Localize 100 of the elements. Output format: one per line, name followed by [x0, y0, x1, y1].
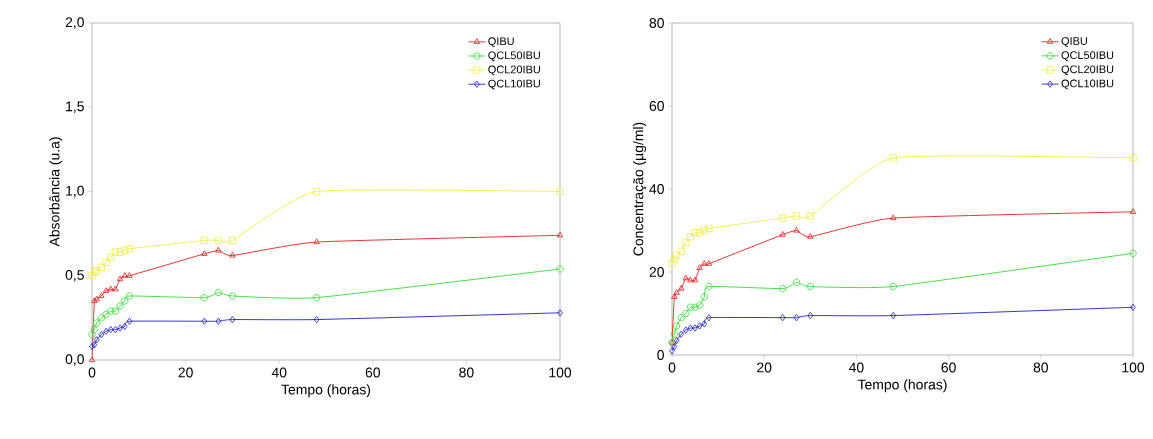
point [1129, 208, 1137, 214]
point [126, 272, 133, 278]
point [125, 292, 134, 300]
point [93, 319, 101, 327]
point [556, 265, 564, 273]
x-tick-label: 100 [1122, 362, 1145, 373]
point [673, 322, 681, 330]
point [112, 285, 119, 292]
point [200, 236, 208, 244]
point [112, 326, 119, 334]
point [705, 224, 713, 233]
point [701, 260, 708, 266]
point [313, 294, 321, 302]
point [890, 311, 897, 320]
point [701, 320, 708, 328]
point [671, 343, 678, 351]
x-tick-label: 0 [668, 362, 676, 373]
point [682, 274, 690, 281]
point [229, 251, 236, 258]
point [686, 303, 695, 311]
x-axis-title: Tempo (horas) [281, 384, 371, 398]
point [229, 315, 236, 324]
y-tick-label: 1,5 [66, 101, 84, 113]
point [890, 214, 897, 221]
point [1130, 303, 1136, 311]
legend-label: QCL20IBU [1061, 65, 1114, 76]
y-axis-title: Absorbância (u.a) [49, 137, 63, 247]
y-tick-label: 80 [649, 18, 664, 28]
y-tick-label: 0 [657, 350, 664, 360]
point [677, 247, 685, 255]
point [691, 228, 699, 237]
legend-label: QCL50IBU [488, 51, 540, 62]
point [700, 226, 708, 235]
legend-label: QCL20IBU [488, 65, 540, 76]
point [705, 282, 713, 291]
point [691, 303, 699, 311]
point [779, 214, 787, 222]
point [90, 326, 98, 334]
point [671, 293, 678, 299]
point [200, 294, 208, 302]
point [669, 347, 675, 355]
point [116, 275, 124, 282]
point [792, 278, 801, 286]
point [121, 246, 129, 255]
point [687, 324, 694, 332]
point [696, 322, 703, 330]
x-tick-label: 40 [271, 367, 287, 378]
legend-label: QCL10IBU [1061, 79, 1114, 90]
x-tick-label: 100 [549, 367, 572, 378]
point [125, 245, 134, 253]
point [677, 314, 685, 322]
point [313, 187, 321, 196]
point [556, 187, 564, 196]
point [792, 212, 801, 220]
y-axis-title: Concentração (µg/ml) [633, 122, 647, 256]
point [696, 228, 704, 237]
point [557, 309, 563, 317]
point [683, 326, 689, 334]
point [97, 314, 105, 322]
point [673, 336, 680, 345]
point [1129, 249, 1137, 257]
point [111, 307, 119, 315]
point [696, 264, 703, 270]
point [102, 287, 110, 293]
point [107, 326, 114, 334]
y-tick-label: 1,0 [66, 185, 84, 198]
x-tick-label: 80 [459, 367, 474, 378]
y-tick-label: 0,0 [65, 354, 84, 366]
legend-label: QCL10IBU [488, 79, 540, 90]
point [807, 233, 814, 239]
point [889, 282, 897, 291]
point [103, 327, 109, 335]
point [691, 276, 699, 283]
point [98, 292, 105, 298]
x-axis-title: Tempo (horas) [857, 379, 947, 393]
point [107, 307, 115, 315]
point [313, 238, 320, 245]
point [88, 356, 96, 362]
x-tick-label: 20 [757, 362, 772, 373]
legend-label: QIBU [488, 37, 514, 47]
point [121, 322, 128, 330]
point [88, 272, 96, 280]
y-tick-label: 0,5 [65, 269, 84, 282]
point [102, 310, 110, 319]
point [116, 248, 124, 256]
y-tick-label: 2,0 [65, 17, 84, 29]
x-tick-label: 40 [848, 362, 864, 373]
point [705, 260, 713, 266]
point [215, 246, 222, 253]
point [678, 285, 685, 291]
x-tick-label: 80 [1033, 362, 1049, 373]
legend-label: QCL50IBU [1061, 51, 1114, 61]
point [1129, 154, 1137, 162]
point [228, 236, 236, 244]
x-tick-label: 60 [941, 362, 956, 373]
point [201, 250, 208, 256]
point [121, 272, 128, 278]
point [670, 330, 678, 338]
point [696, 301, 704, 309]
point [91, 341, 98, 349]
